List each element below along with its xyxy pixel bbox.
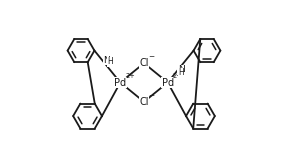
Text: N: N <box>103 56 110 65</box>
Text: 2+: 2+ <box>173 73 182 79</box>
Text: H: H <box>178 68 184 77</box>
Text: N: N <box>178 65 185 74</box>
Text: Pd: Pd <box>114 78 126 87</box>
Text: Pd: Pd <box>162 78 174 87</box>
Text: Cl: Cl <box>139 97 149 107</box>
Text: Cl: Cl <box>139 58 149 68</box>
Text: H: H <box>108 57 113 66</box>
Text: −: − <box>148 93 154 99</box>
Text: −: − <box>148 54 154 60</box>
Text: 2+: 2+ <box>125 73 135 79</box>
